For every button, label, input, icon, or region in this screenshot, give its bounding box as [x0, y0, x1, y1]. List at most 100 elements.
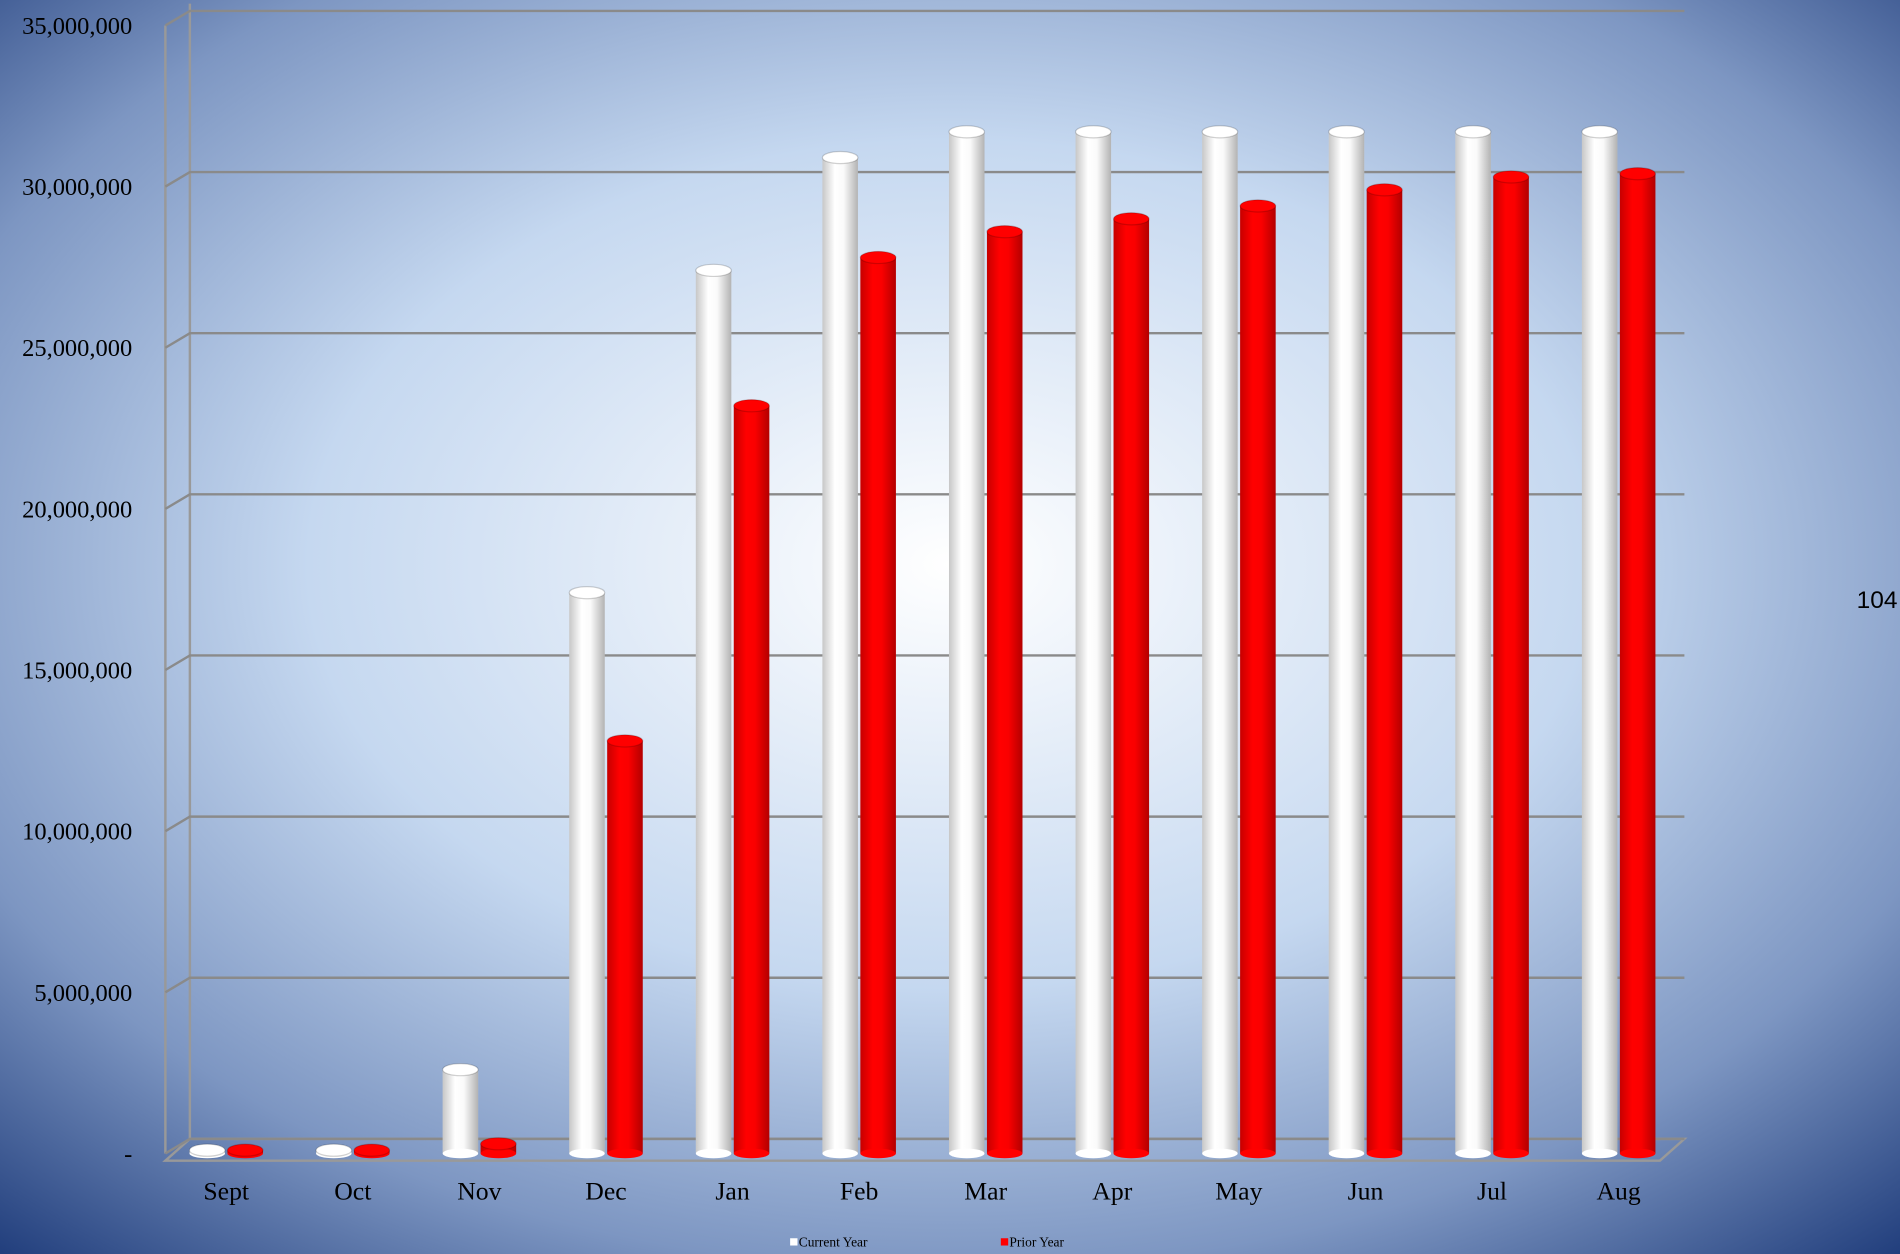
bar-cap — [1112, 212, 1150, 226]
bar-base — [986, 1148, 1023, 1159]
bar-base — [1075, 1148, 1112, 1159]
bar-shading — [569, 592, 605, 1154]
cylinder — [1074, 125, 1112, 1159]
bar-shading — [1202, 131, 1238, 1154]
cylinder — [1328, 125, 1365, 1159]
cylinder — [442, 1062, 479, 1159]
bar-shading — [733, 405, 770, 1154]
grid-line — [164, 976, 1685, 994]
cylinder — [695, 263, 732, 1159]
y-tick-label: 25,000,000 — [22, 335, 132, 362]
bar-shading — [1075, 131, 1112, 1154]
cylinder — [606, 734, 644, 1159]
bar-shading — [607, 740, 643, 1154]
cylinder — [1366, 183, 1403, 1159]
bar-base — [1493, 1148, 1529, 1159]
bar-cap — [442, 1062, 479, 1077]
bar-cap — [859, 250, 897, 265]
x-tick-label: Feb — [840, 1177, 879, 1206]
cylinder — [568, 585, 606, 1159]
bar-cap — [568, 585, 606, 600]
bar-base — [480, 1148, 517, 1159]
bar-base — [1455, 1148, 1491, 1159]
bar-shading — [1581, 131, 1618, 1154]
cylinder — [1492, 170, 1530, 1159]
bar-base — [1113, 1148, 1150, 1159]
legend-swatch — [790, 1238, 798, 1246]
x-tick-label: Aug — [1597, 1177, 1642, 1206]
page-number: 104 — [1857, 587, 1898, 614]
x-tick-label: Jun — [1348, 1177, 1384, 1206]
cylinder — [480, 1137, 517, 1159]
legend-label: Current Year — [799, 1235, 868, 1250]
grid-line — [164, 9, 1685, 27]
cylinder — [226, 1143, 264, 1159]
bar-cap — [1366, 183, 1403, 197]
bar-base — [695, 1148, 732, 1159]
bar-shading — [860, 257, 896, 1154]
bar-base — [733, 1148, 770, 1159]
grid-line — [164, 493, 1685, 510]
bar-shading — [442, 1069, 479, 1154]
y-tick-label: - — [124, 1141, 132, 1168]
bar-shading — [948, 131, 985, 1154]
bar-cap — [226, 1143, 264, 1157]
bar-shading — [1455, 131, 1491, 1154]
x-tick-label: Jan — [715, 1177, 749, 1206]
bar-cap — [733, 399, 770, 413]
x-tick-label: Mar — [964, 1177, 1007, 1206]
bar-cap — [480, 1137, 517, 1151]
bar-base — [822, 1148, 858, 1159]
x-tick-label: Apr — [1092, 1177, 1132, 1206]
grid-line — [164, 331, 1685, 349]
grid-line — [164, 1137, 1685, 1155]
cylinder — [733, 399, 770, 1159]
cylinder — [986, 225, 1024, 1159]
bar-base — [1619, 1148, 1656, 1159]
x-tick-label: Jul — [1477, 1177, 1507, 1206]
bar-cap — [353, 1143, 391, 1157]
bar-cap — [1581, 125, 1619, 139]
cylinder — [1112, 212, 1150, 1159]
x-tick-label: Sept — [203, 1177, 249, 1206]
bar-shading — [1366, 189, 1403, 1154]
grid-line — [164, 815, 1685, 833]
cylinder — [859, 250, 897, 1159]
legend-swatch — [1000, 1238, 1009, 1246]
bar-cap — [695, 263, 732, 278]
bar-cap — [1492, 170, 1530, 184]
legend-label: Prior Year — [1009, 1235, 1064, 1250]
cylinder — [1454, 125, 1492, 1159]
y-tick-label: 15,000,000 — [22, 658, 132, 685]
x-tick-label: Dec — [585, 1177, 626, 1206]
bar-base — [607, 1148, 643, 1159]
cylinder — [1201, 125, 1239, 1159]
bar-cap — [606, 734, 644, 748]
bar-cap — [1074, 125, 1112, 139]
bar-cap — [1328, 125, 1365, 139]
bar-cap — [986, 225, 1024, 239]
bar-base — [442, 1148, 479, 1159]
grid-line — [164, 654, 1685, 672]
bar-base — [1240, 1148, 1276, 1159]
bar-base — [1366, 1148, 1403, 1159]
x-tick-label: Nov — [457, 1177, 502, 1206]
y-tick-label: 35,000,000 — [22, 13, 132, 40]
bar-shading — [1240, 205, 1276, 1154]
cylinder — [948, 125, 986, 1159]
x-tick-label: May — [1215, 1177, 1262, 1206]
bar-cap — [1619, 167, 1657, 181]
cylinder — [353, 1143, 391, 1159]
bar-cap — [821, 150, 859, 165]
bar-cap — [1454, 125, 1492, 139]
bar-base — [860, 1148, 896, 1159]
y-tick-label: 20,000,000 — [22, 496, 132, 523]
cylinder — [1581, 125, 1619, 1159]
bar-cap — [315, 1143, 353, 1157]
y-tick-label: 10,000,000 — [22, 819, 132, 846]
cylinder — [821, 150, 859, 1159]
bar-base — [948, 1148, 985, 1159]
x-tick-label: Oct — [334, 1177, 371, 1206]
cylinder — [188, 1143, 226, 1159]
